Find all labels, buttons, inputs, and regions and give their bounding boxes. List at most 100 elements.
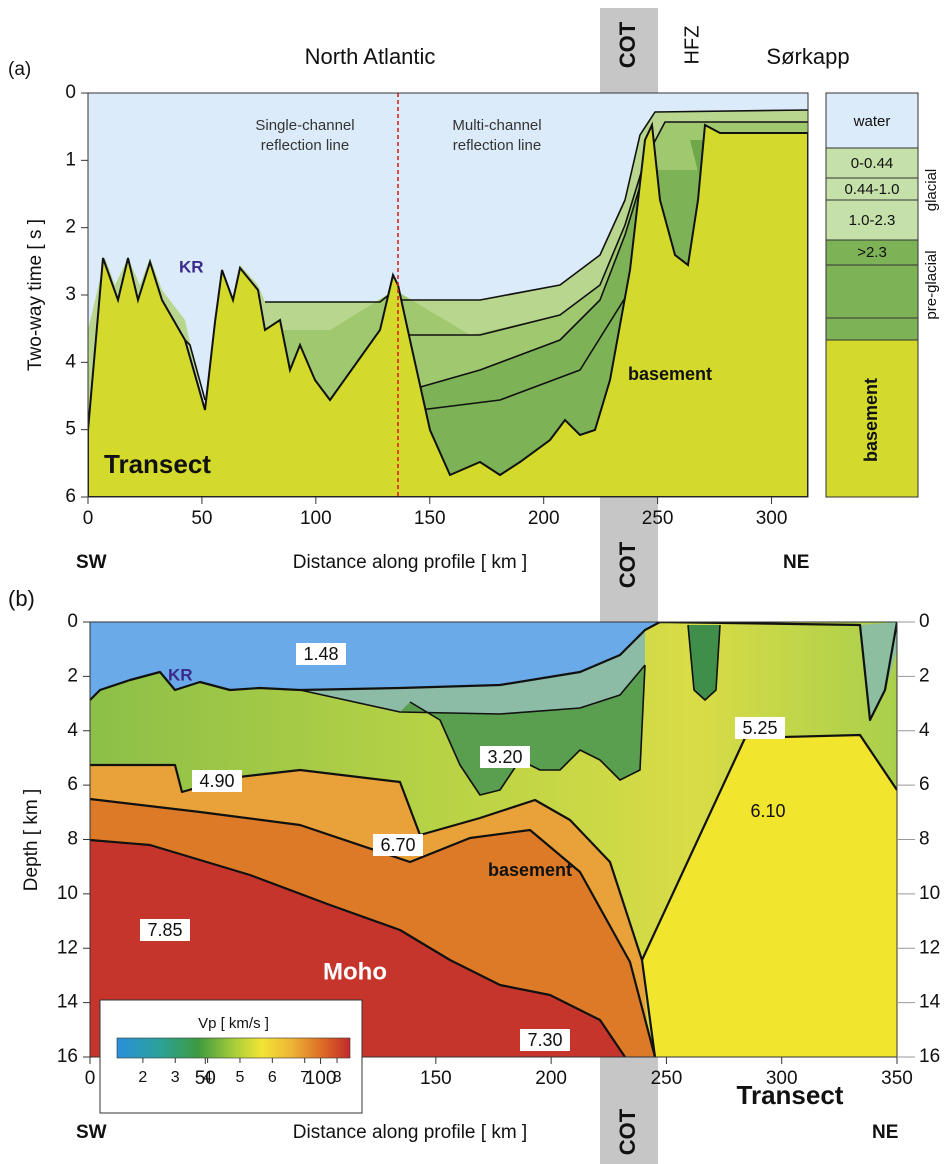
horizon bbox=[409, 664, 646, 796]
y-tick-label: 16 bbox=[57, 1046, 78, 1067]
colorbar-tick-label: 7 bbox=[300, 1069, 309, 1086]
direction-label: SW bbox=[76, 552, 107, 573]
x-axis-label: Distance along profile [ km ] bbox=[293, 552, 527, 573]
crust-boundary bbox=[90, 797, 657, 1057]
y-tick-label: 0 bbox=[919, 611, 930, 632]
annotation: 1.48 bbox=[303, 644, 338, 664]
y-tick-label: 10 bbox=[57, 883, 78, 904]
annotation: COT bbox=[615, 1108, 640, 1155]
legend-label: >2.3 bbox=[857, 244, 887, 261]
x-tick-label: 50 bbox=[195, 1068, 216, 1089]
legend-label: 0-0.44 bbox=[851, 155, 894, 172]
x-tick-label: 50 bbox=[191, 508, 212, 529]
basement-block bbox=[642, 735, 897, 1057]
y-tick-label: 16 bbox=[919, 1046, 940, 1067]
annotation: Moho bbox=[323, 958, 387, 985]
panel-label: (b) bbox=[8, 586, 35, 611]
x-tick-label: 250 bbox=[651, 1068, 683, 1089]
legend-swatch bbox=[825, 264, 919, 319]
annotation: 4.90 bbox=[199, 771, 234, 791]
panel-b-section bbox=[90, 622, 897, 1057]
horizon bbox=[400, 121, 808, 336]
label-box bbox=[373, 834, 423, 856]
stratigraphy-legend: water 0-0.44 0.44-1.0 1.0-2.3 >2.3 basem… bbox=[825, 92, 940, 498]
annotation: Single-channel bbox=[255, 117, 354, 134]
annotation: Moho bbox=[518, 1080, 582, 1107]
y-tick-label: 5 bbox=[65, 419, 76, 440]
annotation: reflection line bbox=[261, 137, 349, 154]
horizon bbox=[687, 624, 721, 701]
label-box bbox=[520, 1029, 570, 1051]
y-tick-label: 0 bbox=[67, 611, 78, 632]
annotation: COT bbox=[615, 541, 640, 588]
colorbar bbox=[116, 1037, 351, 1059]
y-tick-label: 12 bbox=[57, 937, 78, 958]
x-tick-label: 0 bbox=[85, 1068, 96, 1089]
legend-swatch bbox=[825, 147, 919, 179]
crust-boundary bbox=[90, 763, 644, 961]
y-axis-label: Two-way time [ s ] bbox=[25, 219, 46, 371]
moho bbox=[90, 838, 626, 1057]
y-tick-label: 14 bbox=[57, 992, 79, 1013]
y-tick-label: 2 bbox=[919, 665, 930, 686]
annotation: reflection line bbox=[453, 137, 541, 154]
y-tick-label: 6 bbox=[919, 774, 930, 795]
horizon bbox=[409, 169, 646, 391]
y-tick-label: 2 bbox=[65, 217, 76, 238]
colorbar-tick-label: 4 bbox=[203, 1069, 212, 1086]
annotation: 6.10 bbox=[750, 801, 785, 821]
annotation: basement bbox=[628, 364, 712, 384]
y-tick-label: 4 bbox=[67, 720, 78, 741]
y-tick-label: 0 bbox=[65, 82, 76, 103]
y-tick-label: 14 bbox=[919, 992, 941, 1013]
y-tick-label: 3 bbox=[65, 284, 76, 305]
x-tick-label: 350 bbox=[881, 1068, 913, 1089]
annotation: basement bbox=[488, 860, 572, 880]
y-tick-label: 6 bbox=[65, 486, 76, 507]
y-axis-label: Depth [ km ] bbox=[21, 789, 42, 891]
annotation: Transect bbox=[104, 449, 211, 479]
annotation: HFZ bbox=[681, 26, 703, 65]
panel-a-section bbox=[88, 93, 808, 497]
colorbar-tick-label: 6 bbox=[268, 1069, 277, 1086]
x-tick-label: 200 bbox=[535, 1068, 567, 1089]
horizon bbox=[299, 664, 646, 715]
legend-group: pre-glacial bbox=[923, 250, 940, 319]
legend-label: water bbox=[853, 113, 891, 130]
sediment-layer bbox=[860, 622, 897, 720]
x-tick-label: 100 bbox=[305, 1068, 337, 1089]
x-tick-label: 150 bbox=[414, 508, 446, 529]
legend-swatch bbox=[825, 317, 919, 341]
annotation: COT bbox=[615, 21, 640, 68]
colorbar-tick-label: 3 bbox=[171, 1069, 180, 1086]
annotation: 7.30 bbox=[527, 1030, 562, 1050]
direction-label: NE bbox=[872, 1122, 898, 1143]
chart-title: North Atlantic bbox=[305, 44, 436, 69]
y-tick-label: 12 bbox=[919, 937, 940, 958]
y-tick-label: 1 bbox=[65, 149, 76, 170]
colorbar-tick-label: 2 bbox=[138, 1069, 147, 1086]
annotation: 3.20 bbox=[487, 747, 522, 767]
sediment-layer bbox=[400, 665, 645, 795]
annotation: 7.85 bbox=[147, 920, 182, 940]
colorbar-label: Vp [ km/s ] bbox=[198, 1015, 269, 1032]
y-tick-label: 8 bbox=[67, 829, 78, 850]
x-tick-label: 250 bbox=[642, 508, 674, 529]
y-tick-label: 4 bbox=[65, 351, 76, 372]
legend-swatch bbox=[825, 339, 919, 498]
y-tick-label: 6 bbox=[67, 774, 78, 795]
x-tick-label: 300 bbox=[756, 508, 788, 529]
label-box bbox=[140, 919, 190, 941]
annotation: Transect bbox=[737, 1080, 844, 1110]
legend-swatch bbox=[825, 199, 919, 241]
label-box bbox=[192, 770, 242, 792]
x-tick-label: 300 bbox=[766, 1068, 798, 1089]
colorbar-tick-label: 8 bbox=[333, 1069, 342, 1086]
label-box bbox=[735, 717, 785, 739]
y-tick-label: 10 bbox=[919, 883, 940, 904]
direction-label: NE bbox=[783, 552, 809, 573]
horizon bbox=[265, 109, 808, 303]
annotation: Sørkapp bbox=[766, 44, 849, 69]
